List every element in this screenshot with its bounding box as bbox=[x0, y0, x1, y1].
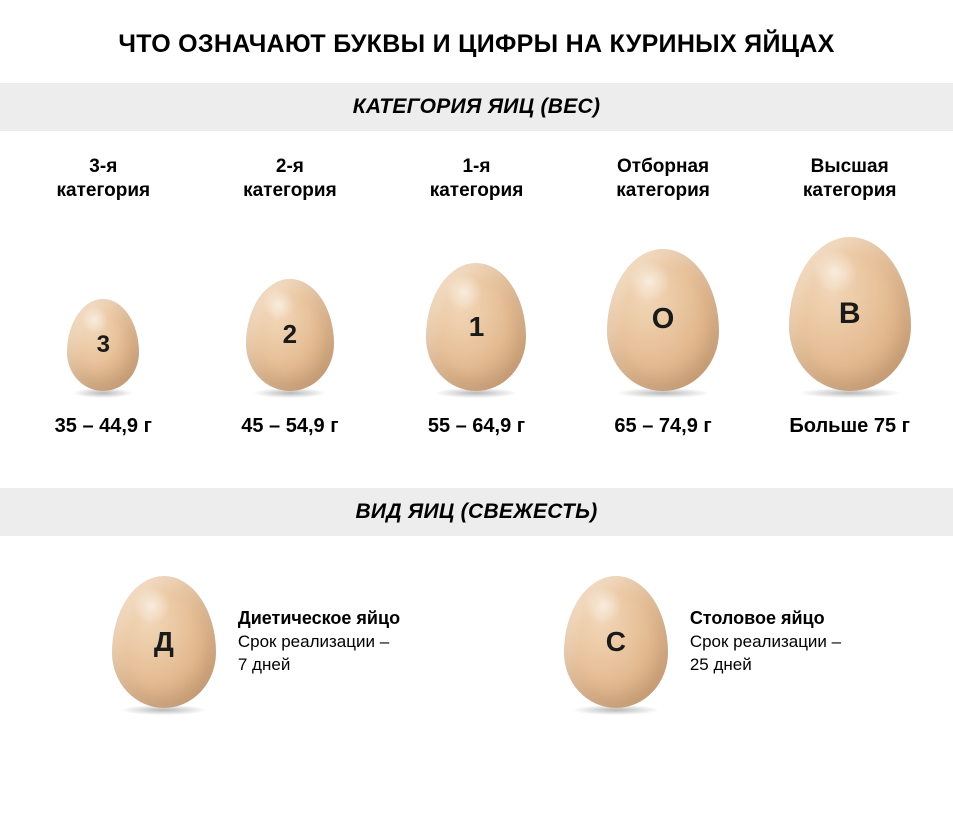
category-label: 3-я категория bbox=[57, 155, 151, 203]
category-col-2: 1-я категория 1 55 – 64,9 г bbox=[383, 155, 570, 438]
egg-mark: 2 bbox=[283, 319, 297, 350]
category-col-4: Высшая категория В Больше 75 г bbox=[756, 155, 943, 438]
egg-wrap: Д bbox=[112, 576, 216, 708]
type-text: Столовое яйцо Срок реализации – 25 дней bbox=[690, 606, 841, 676]
type-col-1: С Столовое яйцо Срок реализации – 25 дне… bbox=[564, 576, 841, 708]
egg-wrap: 3 bbox=[67, 231, 139, 391]
egg-mark: Д bbox=[154, 626, 174, 658]
categories-row: 3-я категория 3 35 – 44,9 г 2-я категори… bbox=[0, 131, 953, 488]
category-weight: 35 – 44,9 г bbox=[55, 415, 152, 438]
egg-icon: 3 bbox=[67, 299, 139, 391]
egg-icon: 2 bbox=[246, 279, 334, 391]
egg-mark: В bbox=[839, 297, 861, 331]
infographic-container: ЧТО ОЗНАЧАЮТ БУКВЫ И ЦИФРЫ НА КУРИНЫХ ЯЙ… bbox=[0, 0, 953, 748]
egg-wrap: 1 bbox=[426, 231, 526, 391]
egg-wrap: С bbox=[564, 576, 668, 708]
category-weight: 65 – 74,9 г bbox=[614, 415, 711, 438]
egg-wrap: 2 bbox=[246, 231, 334, 391]
category-label: 2-я категория bbox=[243, 155, 337, 203]
type-col-0: Д Диетическое яйцо Срок реализации – 7 д… bbox=[112, 576, 400, 708]
section-header-freshness: ВИД ЯИЦ (СВЕЖЕСТЬ) bbox=[0, 488, 953, 536]
egg-icon: 1 bbox=[426, 263, 526, 391]
egg-icon: С bbox=[564, 576, 668, 708]
category-label: Отборная категория bbox=[616, 155, 710, 203]
egg-wrap: В bbox=[789, 231, 911, 391]
category-label: 1-я категория bbox=[430, 155, 524, 203]
type-title: Столовое яйцо bbox=[690, 606, 841, 630]
category-col-0: 3-я категория 3 35 – 44,9 г bbox=[10, 155, 197, 438]
types-row: Д Диетическое яйцо Срок реализации – 7 д… bbox=[0, 536, 953, 748]
egg-mark: С bbox=[606, 626, 626, 658]
egg-icon: О bbox=[607, 249, 719, 391]
category-col-1: 2-я категория 2 45 – 54,9 г bbox=[197, 155, 384, 438]
egg-icon: Д bbox=[112, 576, 216, 708]
type-title: Диетическое яйцо bbox=[238, 606, 400, 630]
category-weight: 45 – 54,9 г bbox=[241, 415, 338, 438]
type-text: Диетическое яйцо Срок реализации – 7 дне… bbox=[238, 606, 400, 676]
type-desc: Срок реализации – 25 дней bbox=[690, 631, 841, 677]
egg-wrap: О bbox=[607, 231, 719, 391]
category-weight: Больше 75 г bbox=[789, 415, 910, 438]
category-col-3: Отборная категория О 65 – 74,9 г bbox=[570, 155, 757, 438]
egg-mark: 3 bbox=[97, 331, 110, 359]
type-desc: Срок реализации – 7 дней bbox=[238, 631, 400, 677]
main-title: ЧТО ОЗНАЧАЮТ БУКВЫ И ЦИФРЫ НА КУРИНЫХ ЯЙ… bbox=[0, 0, 953, 83]
category-weight: 55 – 64,9 г bbox=[428, 415, 525, 438]
egg-mark: 1 bbox=[469, 311, 485, 343]
category-label: Высшая категория bbox=[803, 155, 897, 203]
egg-mark: О bbox=[652, 303, 675, 336]
section-header-weight: КАТЕГОРИЯ ЯИЦ (ВЕС) bbox=[0, 83, 953, 131]
egg-icon: В bbox=[789, 237, 911, 391]
